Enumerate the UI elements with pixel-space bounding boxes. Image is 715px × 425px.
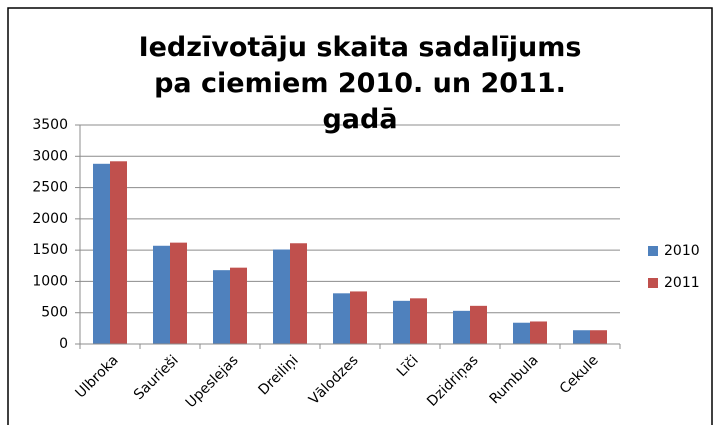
bar [453, 310, 470, 344]
bar [290, 243, 307, 344]
bar [153, 245, 170, 344]
bar [93, 163, 110, 344]
y-tick-label: 2000 [32, 211, 68, 227]
bar [230, 267, 247, 344]
bar [350, 291, 367, 344]
legend-label: 2010 [664, 243, 700, 259]
bar [410, 298, 427, 344]
y-tick-label: 1000 [32, 273, 68, 289]
x-tick-label: Saurieši [131, 352, 182, 403]
legend-label: 2011 [664, 275, 700, 291]
chart-title: Iedzīvotāju skaita sadalījums pa ciemiem… [138, 32, 582, 135]
x-tick-label: Vālodzes [306, 352, 362, 408]
bar [470, 305, 487, 344]
x-tick-label: Upeslejas [183, 352, 242, 411]
legend-swatch [648, 278, 658, 288]
y-tick-label: 3500 [32, 117, 68, 133]
y-tick-label: 2500 [32, 180, 68, 196]
bar [590, 330, 607, 344]
bar [513, 322, 530, 344]
bar [213, 270, 230, 344]
bar [393, 300, 410, 344]
x-tick-label: Ulbroka [73, 352, 122, 401]
y-tick-label: 0 [59, 336, 68, 352]
bar [530, 321, 547, 344]
bar [333, 293, 350, 344]
y-tick-label: 500 [41, 305, 68, 321]
bar [573, 330, 590, 344]
x-tick-label: Līči [394, 352, 422, 380]
bar [170, 242, 187, 344]
x-tick-label: Rumbula [487, 352, 542, 407]
y-tick-label: 1500 [32, 242, 68, 258]
bar [110, 161, 127, 344]
x-tick-label: Dreiliņi [255, 352, 301, 398]
frame-border [7, 7, 713, 425]
x-tick-label: Cekule [557, 352, 602, 397]
legend-swatch [648, 246, 658, 256]
bar [273, 249, 290, 344]
x-tick-label: Dzidriņas [424, 352, 481, 409]
y-tick-label: 3000 [32, 148, 68, 164]
